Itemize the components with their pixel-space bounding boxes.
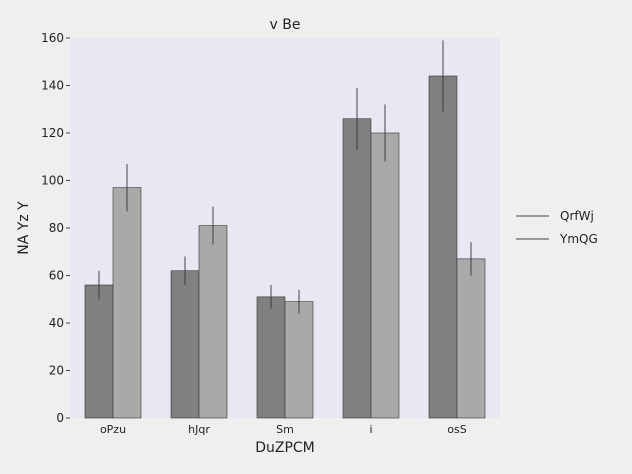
y-tick-label: 100 — [41, 174, 64, 188]
x-tick-label: osS — [447, 423, 466, 436]
bar-1 — [85, 285, 113, 418]
x-tick-label: oPzu — [100, 423, 126, 436]
x-tick-label: i — [369, 423, 372, 436]
bar-1 — [171, 271, 199, 418]
y-tick-label: 0 — [56, 411, 64, 425]
bar-2 — [113, 188, 141, 418]
y-tick-label: 60 — [49, 269, 64, 283]
y-tick-label: 40 — [49, 316, 64, 330]
y-tick-label: 140 — [41, 79, 64, 93]
legend-label-1: QrfWj — [560, 209, 594, 223]
bar-2 — [457, 259, 485, 418]
bar-2 — [371, 133, 399, 418]
y-tick-label: 160 — [41, 31, 64, 45]
y-axis-label: NA Yz Y — [16, 201, 32, 255]
bar-1 — [343, 119, 371, 418]
y-tick-label: 120 — [41, 126, 64, 140]
bar-1 — [257, 297, 285, 418]
bar-1 — [429, 76, 457, 418]
bar-2 — [199, 226, 227, 418]
legend-label-2: YmQG — [559, 232, 598, 246]
y-tick-label: 20 — [49, 364, 64, 378]
bar-2 — [285, 302, 313, 418]
y-tick-label: 80 — [49, 221, 64, 235]
chart-title: v Be — [270, 17, 301, 33]
x-tick-label: hJqr — [188, 423, 210, 436]
x-tick-label: Sm — [276, 423, 294, 436]
x-axis-label: DuZPCM — [255, 440, 315, 456]
